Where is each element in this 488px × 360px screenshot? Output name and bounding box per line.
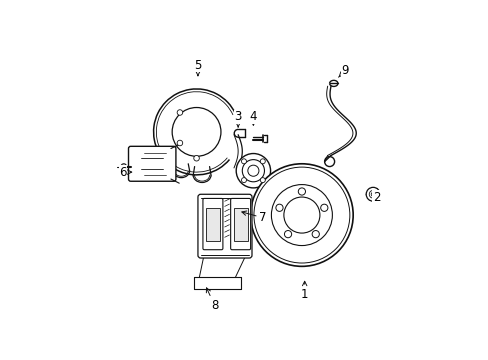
Text: 7: 7 (242, 211, 266, 224)
Circle shape (298, 188, 305, 195)
Text: 1: 1 (300, 281, 308, 301)
Circle shape (366, 187, 379, 201)
Circle shape (177, 140, 183, 146)
Text: 2: 2 (372, 190, 380, 203)
Bar (233, 208, 247, 242)
Circle shape (324, 157, 334, 167)
Circle shape (368, 190, 376, 198)
Circle shape (172, 108, 221, 156)
Circle shape (284, 197, 319, 233)
Circle shape (320, 204, 327, 211)
Bar (205, 208, 220, 242)
Circle shape (284, 230, 291, 238)
FancyBboxPatch shape (230, 198, 250, 250)
Circle shape (260, 177, 265, 183)
Circle shape (370, 192, 374, 196)
Text: 9: 9 (338, 64, 348, 77)
Circle shape (121, 164, 126, 169)
Circle shape (250, 164, 352, 266)
Text: 3: 3 (234, 110, 242, 127)
Circle shape (275, 204, 283, 211)
Circle shape (241, 177, 246, 183)
Circle shape (193, 156, 199, 161)
Circle shape (177, 110, 183, 115)
Text: 6: 6 (119, 166, 131, 179)
Text: 4: 4 (249, 110, 257, 125)
FancyBboxPatch shape (203, 198, 223, 250)
FancyBboxPatch shape (128, 146, 176, 181)
Circle shape (236, 153, 270, 188)
Circle shape (122, 165, 125, 168)
Circle shape (271, 185, 332, 246)
FancyBboxPatch shape (198, 194, 251, 258)
Circle shape (242, 159, 264, 182)
Circle shape (311, 230, 319, 238)
Circle shape (241, 159, 246, 164)
Circle shape (260, 159, 265, 164)
Text: 5: 5 (194, 59, 201, 76)
Circle shape (247, 165, 259, 176)
Text: 8: 8 (206, 288, 218, 312)
